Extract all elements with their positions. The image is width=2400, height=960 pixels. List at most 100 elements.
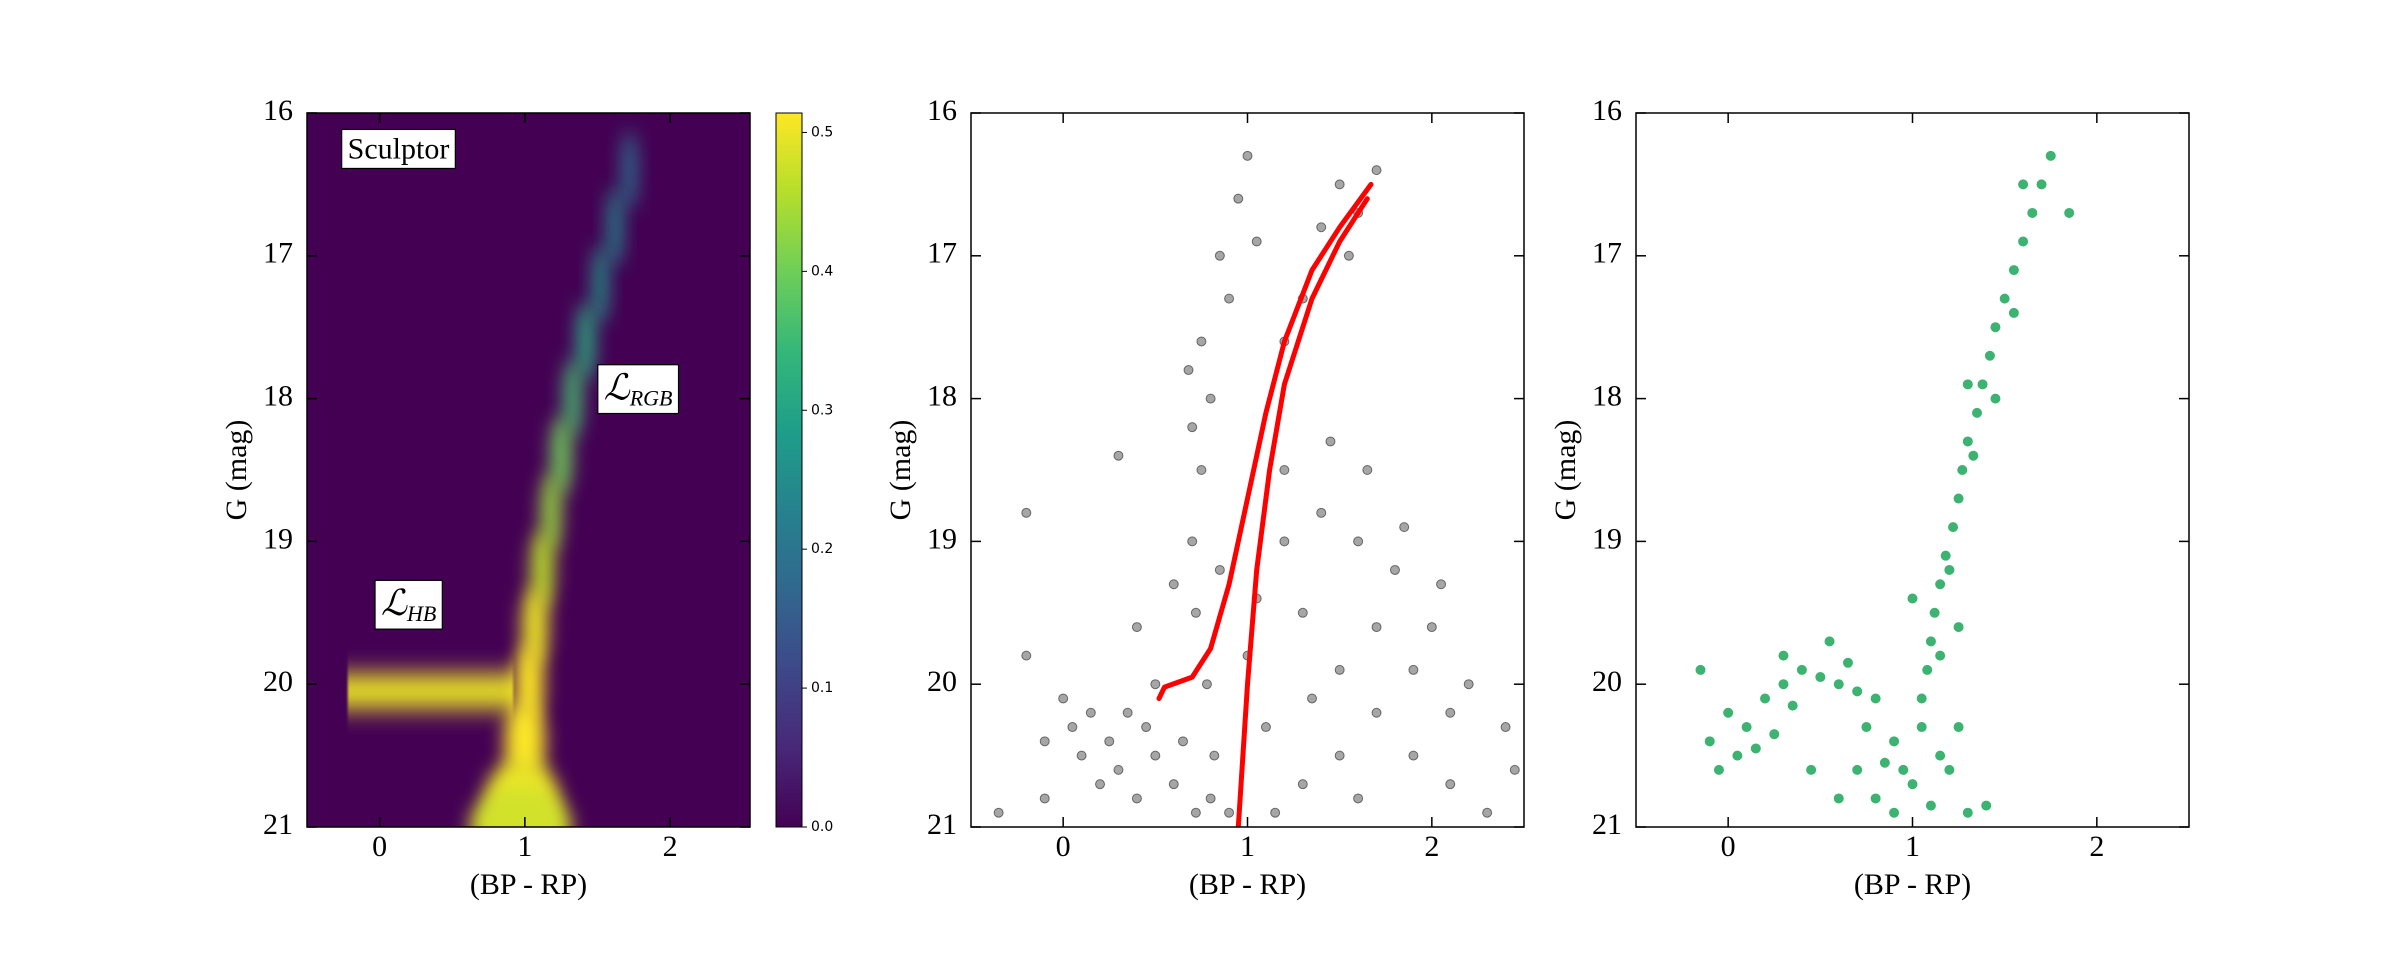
point [1214, 564, 1225, 575]
point [1371, 707, 1382, 718]
y-tick-label: 20 [927, 665, 957, 698]
point [1889, 807, 1900, 818]
hb-band [347, 674, 514, 709]
point [1778, 650, 1789, 661]
point [1224, 807, 1235, 818]
plot-area [307, 113, 750, 827]
point [1150, 750, 1161, 761]
x-tick-label: 1 [1905, 830, 1920, 863]
point [1242, 150, 1253, 161]
y-tick-label: 18 [1592, 379, 1622, 412]
point [1935, 650, 1946, 661]
point [1948, 522, 1959, 533]
point [1297, 779, 1308, 790]
rgb-ridge [469, 787, 572, 827]
point [1925, 636, 1936, 647]
annotation-box [597, 364, 680, 415]
rgb-ridge [622, 130, 637, 211]
point [1929, 607, 1940, 618]
rgb-ridge [551, 415, 572, 496]
annotation-text: ℒHB [381, 583, 436, 626]
point [1279, 536, 1290, 547]
point [1408, 664, 1419, 675]
y-tick-label: 17 [927, 237, 957, 270]
y-tick-label: 19 [1592, 522, 1622, 555]
point [1113, 764, 1124, 775]
point [2018, 236, 2029, 247]
point [1209, 750, 1220, 761]
point [1224, 293, 1235, 304]
point [1201, 679, 1212, 690]
point [1482, 807, 1493, 818]
point [1131, 793, 1142, 804]
y-axis-label: G (mag) [1549, 420, 1582, 521]
point [1371, 622, 1382, 633]
point [1399, 522, 1410, 533]
point [1141, 722, 1152, 733]
point [1833, 679, 1844, 690]
point [1796, 664, 1807, 675]
point [1426, 622, 1437, 633]
point [1168, 779, 1179, 790]
point [1861, 722, 1872, 733]
point [1741, 722, 1752, 733]
point [1916, 722, 1927, 733]
point [1957, 465, 1968, 475]
y-axis-label: G (mag) [220, 420, 253, 521]
point [1732, 750, 1743, 761]
point [1815, 672, 1826, 683]
x-tick-label: 2 [2089, 830, 2104, 863]
point [1104, 736, 1115, 747]
colorbar-tick-label: 0.0 [811, 819, 833, 835]
point [1944, 764, 1955, 775]
point [1205, 393, 1216, 404]
point [1935, 579, 1946, 590]
point [2045, 150, 2056, 161]
axes-frame [1635, 112, 2190, 828]
point [1500, 722, 1511, 733]
point [1723, 707, 1734, 718]
point [1085, 707, 1096, 718]
y-tick-label: 18 [263, 379, 293, 412]
annotation-main: ℒ [381, 583, 408, 623]
point [1436, 579, 1447, 590]
annotation-text: Sculptor [348, 132, 450, 165]
point [1196, 336, 1207, 347]
point [1168, 579, 1179, 590]
point [1842, 657, 1853, 668]
point [1187, 536, 1198, 547]
x-tick-label: 2 [663, 830, 678, 863]
y-tick-label: 21 [1592, 808, 1622, 841]
point [1953, 722, 1964, 733]
point [1953, 493, 1964, 504]
point [1039, 793, 1050, 804]
y-tick-label: 17 [263, 237, 293, 270]
point [1750, 743, 1761, 754]
point [1907, 593, 1918, 604]
point [1371, 165, 1382, 176]
point [1824, 636, 1835, 647]
point [1408, 750, 1419, 761]
point [1177, 736, 1188, 747]
point [1760, 693, 1771, 704]
point [1922, 664, 1933, 675]
point [1984, 350, 1995, 361]
colorbar [775, 112, 803, 828]
point [1953, 622, 1964, 633]
annotation-box [374, 579, 443, 630]
point [1778, 679, 1789, 690]
point [1316, 507, 1327, 518]
point [1463, 679, 1474, 690]
y-tick-label: 19 [263, 522, 293, 555]
point [1962, 436, 1973, 447]
point [1977, 379, 1988, 390]
point [1214, 250, 1225, 261]
point [1325, 436, 1336, 447]
point [1940, 550, 1951, 561]
point [1962, 379, 1973, 390]
point [1445, 779, 1456, 790]
point [1972, 407, 1983, 418]
point [1445, 707, 1456, 718]
point [1297, 607, 1308, 618]
point [1233, 193, 1244, 204]
